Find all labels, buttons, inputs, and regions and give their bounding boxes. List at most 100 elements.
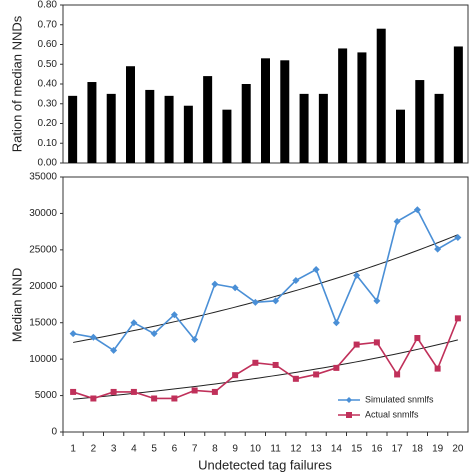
bar (183, 105, 193, 163)
point (272, 361, 279, 368)
point (292, 375, 299, 382)
y-tick-label: 0.20 (38, 118, 58, 129)
point (89, 333, 97, 341)
bar (299, 93, 309, 163)
y-tick-label: 10000 (29, 354, 57, 365)
point (413, 206, 421, 214)
point (110, 388, 117, 395)
series-line (72, 318, 459, 400)
point (110, 346, 118, 354)
y-tick-label: 0.70 (38, 19, 58, 30)
x-tick-label: 16 (371, 444, 383, 455)
y-axis-label: Ration of median NNDs (9, 15, 24, 152)
point (332, 319, 340, 327)
point (130, 319, 138, 327)
point (251, 298, 259, 306)
point (150, 330, 158, 338)
y-tick-label: 30000 (29, 208, 57, 219)
point (69, 330, 77, 338)
point (191, 387, 198, 394)
x-tick-label: 15 (351, 444, 363, 455)
point (333, 364, 340, 371)
bar (415, 80, 425, 163)
bar (241, 84, 251, 163)
point (414, 335, 421, 342)
point (232, 372, 239, 379)
point (211, 388, 218, 395)
point (434, 365, 441, 372)
y-tick-label: 5000 (35, 390, 58, 401)
point (191, 335, 199, 343)
y-axis-label: Median NND (9, 268, 24, 342)
x-tick-label: 18 (412, 444, 424, 455)
y-tick-label: 25000 (29, 244, 57, 255)
point (434, 245, 442, 253)
bar (126, 66, 135, 163)
bar (203, 76, 213, 163)
point (252, 359, 259, 366)
bar (376, 28, 386, 164)
point (353, 341, 360, 348)
point (373, 297, 381, 305)
bar (68, 95, 78, 163)
bar (222, 109, 232, 163)
point (272, 297, 280, 305)
x-tick-label: 19 (432, 444, 444, 455)
point (292, 276, 300, 284)
bar (338, 48, 348, 164)
legend-marker (346, 412, 352, 418)
y-tick-label: 20000 (29, 281, 57, 292)
point (231, 284, 239, 292)
x-tick-label: 11 (270, 444, 281, 455)
legend-label: Actual snmlfs (365, 409, 419, 419)
y-tick-label: 0 (51, 427, 57, 438)
x-tick-label: 3 (111, 444, 117, 455)
point (393, 217, 401, 225)
x-tick-label: 9 (232, 444, 238, 455)
trend-line (73, 234, 459, 343)
x-tick-label: 8 (212, 444, 218, 455)
bar (164, 95, 174, 163)
legend-marker (346, 397, 352, 403)
y-tick-label: 0.50 (38, 59, 58, 70)
x-tick-label: 14 (331, 444, 343, 455)
point (454, 315, 461, 322)
x-tick-label: 20 (452, 444, 464, 455)
x-tick-label: 17 (392, 444, 404, 455)
series-line (72, 208, 459, 352)
x-tick-label: 13 (311, 444, 323, 455)
bar (106, 93, 116, 163)
bar (357, 52, 367, 163)
y-tick-label: 0.00 (38, 158, 58, 169)
point (130, 388, 137, 395)
x-tick-label: 4 (131, 444, 137, 455)
bar (396, 109, 405, 163)
bar (145, 89, 155, 163)
y-tick-label: 0.60 (38, 39, 58, 50)
point (394, 371, 401, 378)
x-tick-label: 10 (250, 444, 262, 455)
y-tick-label: 15000 (29, 317, 57, 328)
y-tick-label: 0.80 (38, 0, 58, 11)
point (171, 395, 178, 402)
x-tick-label: 2 (91, 444, 97, 455)
point (211, 280, 219, 288)
y-tick-label: 0.10 (38, 138, 58, 149)
point (70, 388, 77, 395)
bar (87, 82, 97, 163)
bar (318, 93, 328, 163)
point (353, 271, 361, 279)
x-axis-label: Undetected tag failures (198, 457, 332, 472)
y-tick-label: 35000 (29, 172, 57, 183)
bar (453, 46, 463, 163)
x-tick-label: 6 (172, 444, 178, 455)
bar (280, 60, 290, 163)
y-tick-label: 0.30 (38, 98, 58, 109)
x-tick-label: 5 (151, 444, 157, 455)
legend-label: Simulated snmlfs (365, 394, 434, 404)
y-tick-label: 0.40 (38, 79, 58, 90)
point (313, 371, 320, 378)
bar (261, 58, 270, 164)
point (170, 311, 178, 319)
